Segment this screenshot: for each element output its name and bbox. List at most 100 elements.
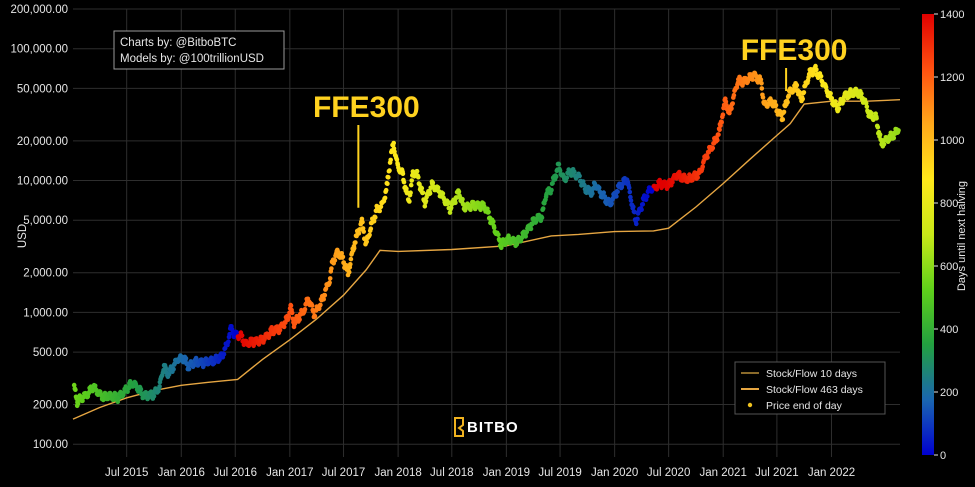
price-point (361, 229, 367, 234)
price-point (773, 103, 779, 108)
price-point (818, 74, 824, 79)
price-point (785, 100, 790, 105)
price-point (836, 106, 842, 111)
price-point (759, 86, 765, 91)
price-point (92, 383, 98, 389)
price-point (75, 401, 81, 407)
y-tick-label: 200.00 (33, 400, 68, 412)
price-point (392, 149, 397, 154)
price-point (388, 157, 394, 163)
price-point (408, 182, 414, 188)
price-point (447, 210, 453, 215)
price-point (383, 187, 389, 193)
colorbar-tick-label: 400 (940, 324, 958, 336)
price-point (322, 292, 328, 298)
price-point (277, 327, 283, 333)
price-point (705, 155, 710, 160)
price-point (234, 330, 239, 335)
price-point (71, 382, 77, 388)
price-point (700, 164, 705, 169)
price-point (572, 169, 577, 174)
price-point (859, 91, 864, 96)
colorbar-tick-label: 1200 (940, 72, 964, 84)
price-point (632, 209, 637, 215)
price-point (116, 395, 121, 401)
x-tick-label: Jan 2021 (700, 467, 747, 479)
price-point (340, 254, 346, 260)
price-point (553, 174, 559, 179)
price-point (281, 324, 287, 330)
y-tick-label: 5,000.00 (23, 215, 68, 227)
price-point (715, 137, 720, 143)
price-point (339, 251, 345, 256)
price-point (645, 194, 650, 199)
x-tick-label: Jul 2021 (755, 467, 798, 479)
price-point (292, 321, 298, 326)
legend-box (734, 361, 886, 415)
price-point (348, 256, 354, 262)
price-point (186, 366, 192, 372)
bitbo-watermark: BITBO (454, 417, 518, 437)
price-point (183, 356, 189, 361)
price-point (318, 302, 323, 308)
price-point (348, 262, 353, 267)
price-point (221, 352, 227, 357)
price-point (416, 174, 421, 180)
price-point (356, 231, 362, 236)
price-point (794, 82, 800, 88)
price-point (394, 157, 400, 162)
price-point (239, 333, 245, 338)
price-point (332, 258, 338, 263)
x-tick-label: Jan 2019 (483, 467, 530, 479)
price-point (723, 99, 729, 105)
price-point (829, 96, 835, 101)
price-point (471, 199, 476, 205)
price-point (614, 194, 619, 199)
colorbar: 0 200 400 600 800 1000 1200 1400 Days until nex… (922, 9, 968, 462)
price-point (759, 81, 764, 86)
price-point (640, 202, 646, 207)
x-tick-label: Jan 2016 (158, 467, 205, 479)
price-point (615, 189, 620, 194)
price-point (346, 269, 352, 275)
y-axis-label: USD (17, 224, 29, 248)
price-point (367, 232, 372, 238)
price-point (496, 232, 501, 238)
price-point (670, 180, 675, 185)
colorbar-tick-label: 600 (940, 261, 958, 273)
price-point (874, 116, 879, 121)
price-point (420, 190, 426, 196)
sf463-line (72, 99, 901, 420)
price-point (491, 219, 496, 224)
price-point (371, 219, 377, 224)
price-point (422, 204, 428, 209)
annotations: FFE300 FFE300 (313, 34, 847, 208)
colorbar-tick-label: 800 (940, 198, 958, 210)
price-point (875, 124, 881, 130)
price-point (151, 393, 157, 399)
price-point (445, 200, 451, 205)
x-tick-label: Jan 2022 (808, 467, 855, 479)
price-point (841, 98, 846, 104)
price-point (211, 360, 217, 366)
price-point (73, 387, 78, 393)
price-point (385, 181, 390, 186)
y-tick-label: 500.00 (33, 347, 68, 359)
price-point (286, 314, 292, 319)
annotation-ffe300-2017: FFE300 (313, 91, 420, 124)
price-point (750, 77, 755, 82)
x-tick-label: Jul 2018 (430, 467, 473, 479)
price-point (657, 177, 662, 183)
legend-label-sf10: Stock/Flow 10 days (766, 368, 857, 380)
price-point (226, 339, 231, 345)
price-point (321, 297, 327, 302)
price-point (627, 189, 633, 195)
price-point (312, 314, 318, 319)
colorbar-gradient (922, 14, 934, 455)
price-point (460, 196, 465, 202)
price-point (639, 207, 644, 212)
price-point (719, 120, 724, 125)
price-point (524, 229, 530, 235)
price-point (80, 398, 85, 404)
